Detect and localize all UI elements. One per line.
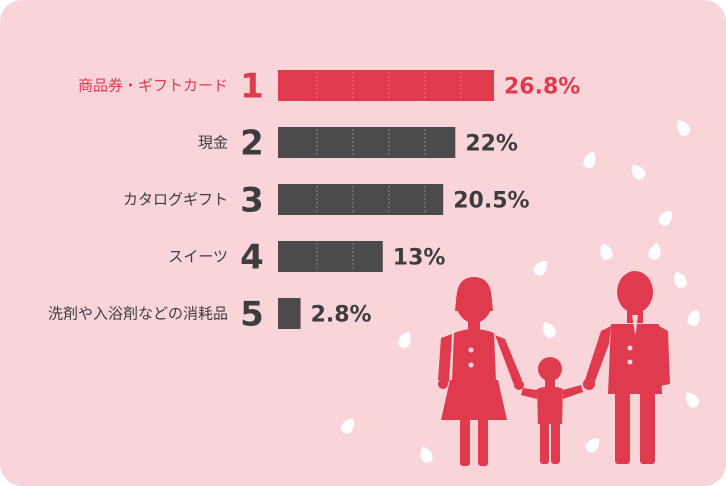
cherry-blossom-petal-icon bbox=[631, 165, 646, 180]
rank-number: 1 bbox=[240, 67, 264, 107]
rank-number: 2 bbox=[240, 124, 264, 164]
bar bbox=[278, 184, 444, 215]
cherry-blossom-petal-icon bbox=[543, 322, 557, 338]
cherry-blossom-petal-icon bbox=[533, 261, 548, 276]
woman-icon bbox=[438, 277, 524, 466]
family-details bbox=[468, 315, 638, 368]
cherry-blossom-petal-icon bbox=[583, 151, 596, 168]
cherry-blossom-petal-icon bbox=[600, 243, 613, 260]
cherry-blossom-petal-icon bbox=[420, 446, 433, 463]
cherry-blossom-petal-icon bbox=[687, 309, 700, 326]
bar-layer: 商品券・ギフトカード 1 26.8% 現金 2 22% カタログギフト 3 20.5% スイーツ 4… bbox=[48, 67, 580, 335]
value-label: 22% bbox=[465, 132, 518, 157]
cherry-blossom-petal-icon bbox=[648, 243, 661, 260]
cherry-blossom-petal-icon bbox=[585, 438, 600, 453]
category-label: 商品券・ギフトカード bbox=[78, 77, 228, 95]
bar bbox=[278, 70, 494, 101]
family-illustration bbox=[438, 271, 670, 466]
value-label: 20.5% bbox=[453, 189, 529, 214]
cherry-blossom-petal-icon bbox=[677, 120, 691, 136]
bar bbox=[278, 241, 383, 272]
cherry-blossom-petal-icon bbox=[674, 271, 688, 288]
rank-number: 4 bbox=[240, 238, 264, 278]
category-label: 洗剤や入浴剤などの消耗品 bbox=[48, 305, 228, 323]
value-label: 26.8% bbox=[504, 75, 580, 100]
category-label: カタログギフト bbox=[123, 191, 228, 209]
category-label: 現金 bbox=[198, 134, 228, 152]
cherry-blossom-petal-icon bbox=[658, 210, 673, 226]
child-icon bbox=[521, 357, 583, 464]
rank-number: 5 bbox=[240, 295, 264, 335]
cherry-blossom-petal-icon bbox=[397, 331, 411, 348]
value-label: 13% bbox=[393, 246, 446, 271]
value-label: 2.8% bbox=[311, 303, 372, 328]
bar bbox=[278, 298, 301, 329]
cherry-blossom-petal-icon bbox=[685, 392, 700, 408]
man-icon bbox=[583, 271, 670, 464]
rank-number: 3 bbox=[240, 181, 264, 221]
cherry-blossom-petal-icon bbox=[340, 418, 354, 434]
petal-layer bbox=[340, 120, 700, 463]
bar bbox=[278, 127, 456, 158]
category-label: スイーツ bbox=[168, 248, 228, 266]
